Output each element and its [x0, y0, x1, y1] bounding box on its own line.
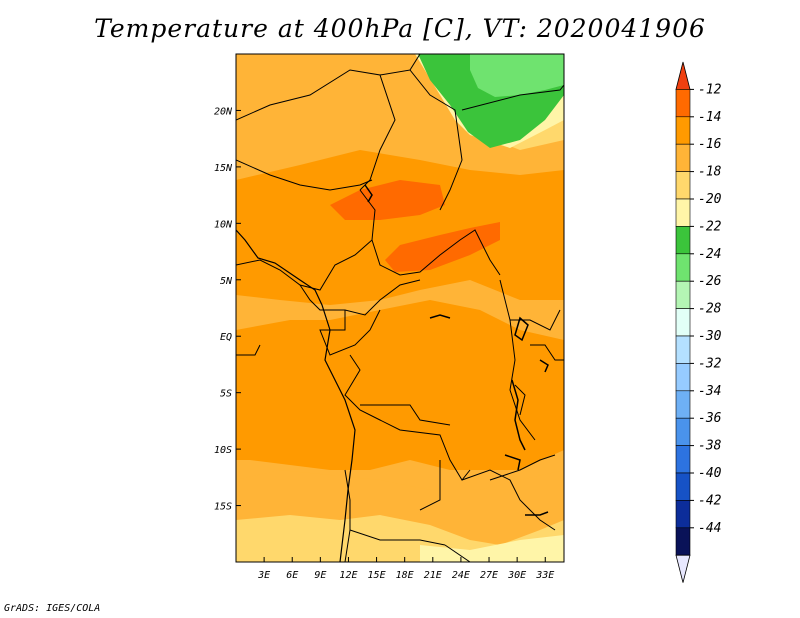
colorbar-label: -28: [698, 302, 722, 317]
colorbar-swatch: [675, 527, 691, 556]
field-hotspot-12a: [330, 180, 445, 220]
lat-tick-label: 5S: [220, 389, 232, 400]
colorbar-label: -12: [698, 82, 722, 97]
lat-tick-label: 10N: [214, 219, 233, 230]
lon-tick-label: 12E: [339, 570, 357, 581]
lon-tick-label: 9E: [314, 570, 326, 581]
lon-tick-label: 15E: [368, 570, 386, 581]
lon-tick-label: 30E: [507, 570, 526, 581]
field-hotspot-12b: [385, 222, 500, 272]
lon-tick-label: 33E: [535, 570, 554, 581]
colorbar-label: -40: [698, 466, 722, 481]
grads-credit: GrADS: IGES/COLA: [4, 603, 101, 614]
longitude-axis: 3E 6E 9E 12E 15E 18E 21E 24E 27E 30E 33E: [257, 557, 554, 581]
country-borders: [236, 54, 564, 562]
colorbar-swatch: [675, 417, 691, 446]
colorbar-label: -16: [698, 137, 722, 152]
lat-tick-label: 15S: [214, 502, 232, 513]
field-green-26: [470, 54, 564, 97]
colorbar-label: -26: [698, 274, 722, 289]
colorbar-bottom-arrow: [675, 554, 691, 583]
colorbar-label: -14: [698, 110, 721, 125]
colorbar-swatch: [675, 335, 691, 364]
colorbar-label: -30: [698, 329, 722, 344]
colorbar-label: -34: [698, 384, 721, 399]
colorbar-label: -42: [698, 493, 722, 508]
colorbar-swatch: [675, 445, 691, 474]
colorbar-label: -20: [698, 192, 722, 207]
lon-tick-label: 3E: [257, 570, 270, 581]
map-title: Temperature at 400hPa [C], VT: 202004190…: [94, 14, 706, 43]
colorbar-label: -44: [698, 521, 721, 536]
colorbar-swatch: [675, 390, 691, 419]
colorbar-swatch: [675, 472, 691, 501]
colorbar-swatch: [675, 500, 691, 529]
field-south-20: [420, 535, 564, 562]
lon-tick-label: 18E: [396, 570, 414, 581]
lon-tick-label: 24E: [452, 570, 470, 581]
colorbar-swatch: [675, 363, 691, 392]
field-south-14: [236, 300, 564, 470]
colorbar-swatch: [675, 89, 691, 118]
colorbar-label: -18: [698, 165, 722, 180]
map-frame: [235, 53, 565, 563]
lat-tick-label: EQ: [220, 332, 232, 343]
temperature-field: [236, 54, 564, 562]
colorbar-swatch: [675, 143, 691, 172]
lakes: [364, 184, 549, 516]
colorbar-swatch: [675, 308, 691, 337]
colorbar-swatch: [675, 253, 691, 282]
field-belt-14: [236, 150, 564, 305]
colorbar-swatch: [675, 280, 691, 309]
latitude-axis: 20N 15N 10N 5N EQ 5S 10S 15S: [214, 106, 241, 513]
colorbar-top-arrow: [675, 61, 691, 90]
lon-tick-label: 27E: [480, 570, 498, 581]
lat-tick-label: 15N: [214, 163, 233, 174]
colorbar-swatch: [675, 171, 691, 200]
lat-tick-label: 20N: [214, 106, 233, 117]
coastline: [236, 229, 356, 562]
lon-tick-label: 6E: [286, 570, 298, 581]
colorbar-swatch: [675, 116, 691, 145]
colorbar-label: -32: [698, 356, 722, 371]
colorbar: -12 -14 -16 -18 -20 -22 -24 -26 -28 -30 -32 -34 -36 -…: [675, 61, 722, 583]
colorbar-swatch: [675, 198, 691, 227]
colorbar-swatch: [675, 226, 691, 255]
lat-tick-label: 5N: [220, 276, 233, 287]
colorbar-label: -22: [698, 219, 722, 234]
colorbar-label: -24: [698, 247, 721, 262]
colorbar-label: -36: [698, 411, 722, 426]
lat-tick-label: 10S: [214, 445, 232, 456]
lon-tick-label: 21E: [424, 570, 442, 581]
colorbar-label: -38: [698, 439, 722, 454]
